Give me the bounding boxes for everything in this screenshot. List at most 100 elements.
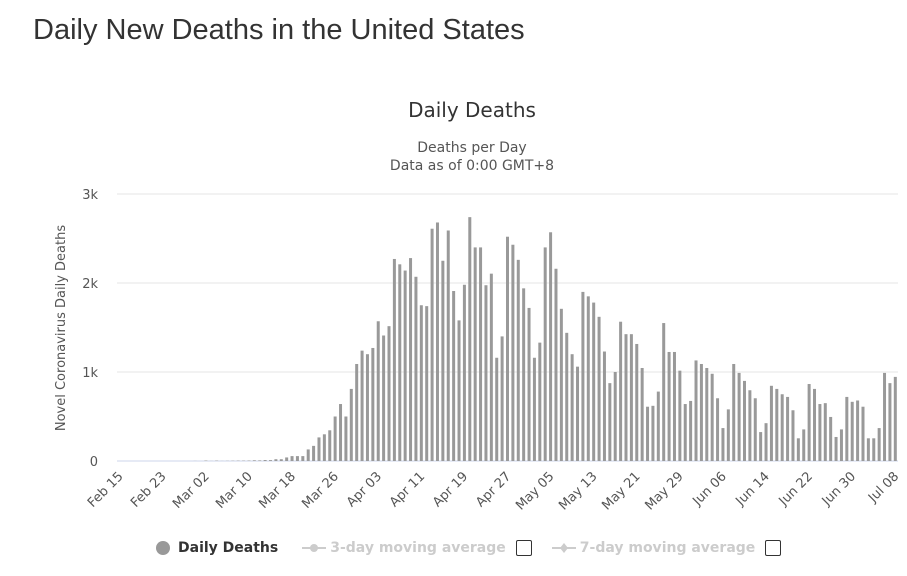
bar-jul-05[interactable] [877,428,881,461]
bar-apr-26[interactable] [500,336,504,461]
bar-mar-31[interactable] [360,350,364,461]
bar-apr-19[interactable] [462,284,466,461]
checkbox-3-day-ma[interactable] [515,540,532,556]
bar-mar-29[interactable] [349,388,353,461]
bar-apr-08[interactable] [403,270,407,461]
bar-jun-06[interactable] [721,428,725,461]
bar-may-22[interactable] [640,367,644,461]
bar-apr-14[interactable] [435,222,439,461]
bar-may-25[interactable] [656,391,660,461]
bar-apr-11[interactable] [419,305,423,461]
bar-jun-17[interactable] [780,394,784,461]
legend-item-7-day-ma[interactable]: 7-day moving average [551,540,755,556]
bar-jun-01[interactable] [694,360,698,461]
bar-mar-15[interactable] [274,459,278,461]
bar-jul-08[interactable] [893,376,897,461]
bar-jun-24[interactable] [818,404,822,461]
bar-mar-25[interactable] [328,430,332,461]
bar-mar-12[interactable] [258,460,262,461]
legend-item-daily-deaths[interactable]: Daily Deaths [155,540,292,556]
bar-may-30[interactable] [683,404,687,461]
bar-apr-09[interactable] [409,258,413,461]
bar-may-05[interactable] [549,232,553,461]
bar-apr-17[interactable] [452,291,456,461]
bar-jun-09[interactable] [737,372,741,461]
bar-mar-21[interactable] [306,449,310,461]
bar-apr-12[interactable] [425,306,429,461]
bar-apr-01[interactable] [365,354,369,461]
bar-mar-13[interactable] [263,460,267,461]
bar-apr-04[interactable] [382,335,386,461]
bar-jul-04[interactable] [872,438,876,461]
bar-apr-13[interactable] [430,228,434,461]
bar-may-31[interactable] [689,400,693,461]
bar-apr-02[interactable] [371,347,375,461]
bar-jun-12[interactable] [753,398,757,461]
bar-mar-16[interactable] [279,459,283,461]
bar-apr-15[interactable] [441,260,445,461]
bar-jun-19[interactable] [791,410,795,461]
bar-jun-03[interactable] [705,367,709,461]
bar-jun-02[interactable] [699,363,703,461]
bar-may-12[interactable] [586,296,590,461]
bar-jun-27[interactable] [834,436,838,461]
bar-apr-21[interactable] [473,247,477,461]
bar-may-01[interactable] [527,307,531,461]
bar-may-26[interactable] [662,323,666,461]
bar-apr-10[interactable] [414,276,418,461]
bar-jul-01[interactable] [856,400,860,461]
bar-jul-02[interactable] [861,406,865,461]
bar-mar-26[interactable] [333,416,337,462]
bar-apr-24[interactable] [489,273,493,461]
bar-apr-06[interactable] [392,258,396,461]
bar-may-20[interactable] [629,334,633,461]
bar-jun-07[interactable] [726,409,730,461]
bar-mar-18[interactable] [290,456,294,461]
bar-jun-21[interactable] [802,429,806,461]
bar-mar-19[interactable] [295,456,299,461]
bar-mar-27[interactable] [339,404,343,461]
bar-may-11[interactable] [581,291,585,461]
bar-may-17[interactable] [613,372,617,461]
bar-mar-23[interactable] [317,437,321,461]
bar-jun-20[interactable] [796,438,800,461]
bar-may-23[interactable] [646,406,650,461]
legend-item-3-day-ma[interactable]: 3-day moving average [302,540,506,556]
bar-may-13[interactable] [592,302,596,461]
bar-apr-07[interactable] [398,264,402,461]
bar-jun-10[interactable] [742,380,746,461]
bar-may-19[interactable] [624,334,628,461]
bar-mar-28[interactable] [344,416,348,462]
bar-may-21[interactable] [635,343,639,461]
bar-jul-03[interactable] [866,438,870,461]
bar-apr-20[interactable] [468,217,472,461]
bar-mar-20[interactable] [301,456,305,461]
bar-mar-17[interactable] [285,457,289,461]
bar-apr-23[interactable] [484,285,488,461]
bar-may-09[interactable] [570,354,574,461]
bar-apr-30[interactable] [522,288,526,461]
bar-jun-26[interactable] [829,416,833,461]
bar-jun-29[interactable] [845,396,849,461]
bar-may-24[interactable] [651,405,655,461]
bar-may-28[interactable] [672,351,676,461]
bar-apr-25[interactable] [495,357,499,461]
bar-may-03[interactable] [538,342,542,461]
bar-may-18[interactable] [619,321,623,461]
bar-may-08[interactable] [565,332,569,461]
bar-jun-15[interactable] [769,385,773,461]
bar-mar-22[interactable] [312,445,316,461]
bar-may-02[interactable] [532,357,536,461]
bar-mar-11[interactable] [252,460,256,461]
bar-jun-04[interactable] [710,373,714,461]
bar-jun-18[interactable] [786,396,790,461]
bar-may-04[interactable] [543,247,547,461]
bar-may-14[interactable] [597,316,601,461]
bar-jun-16[interactable] [775,388,779,461]
bar-jun-08[interactable] [732,363,736,461]
bar-may-07[interactable] [559,308,563,461]
bar-may-06[interactable] [554,268,558,461]
bar-jun-22[interactable] [807,384,811,461]
checkbox-7-day-ma[interactable] [765,540,782,556]
bar-jun-11[interactable] [748,390,752,461]
